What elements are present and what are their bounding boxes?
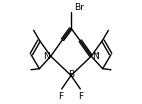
Text: N: N [43,52,50,61]
Text: B: B [68,70,74,79]
Text: N: N [92,52,99,61]
Text: +: + [94,51,100,56]
Text: Br: Br [74,3,84,12]
Text: F: F [59,92,64,101]
Text: F: F [78,92,83,101]
